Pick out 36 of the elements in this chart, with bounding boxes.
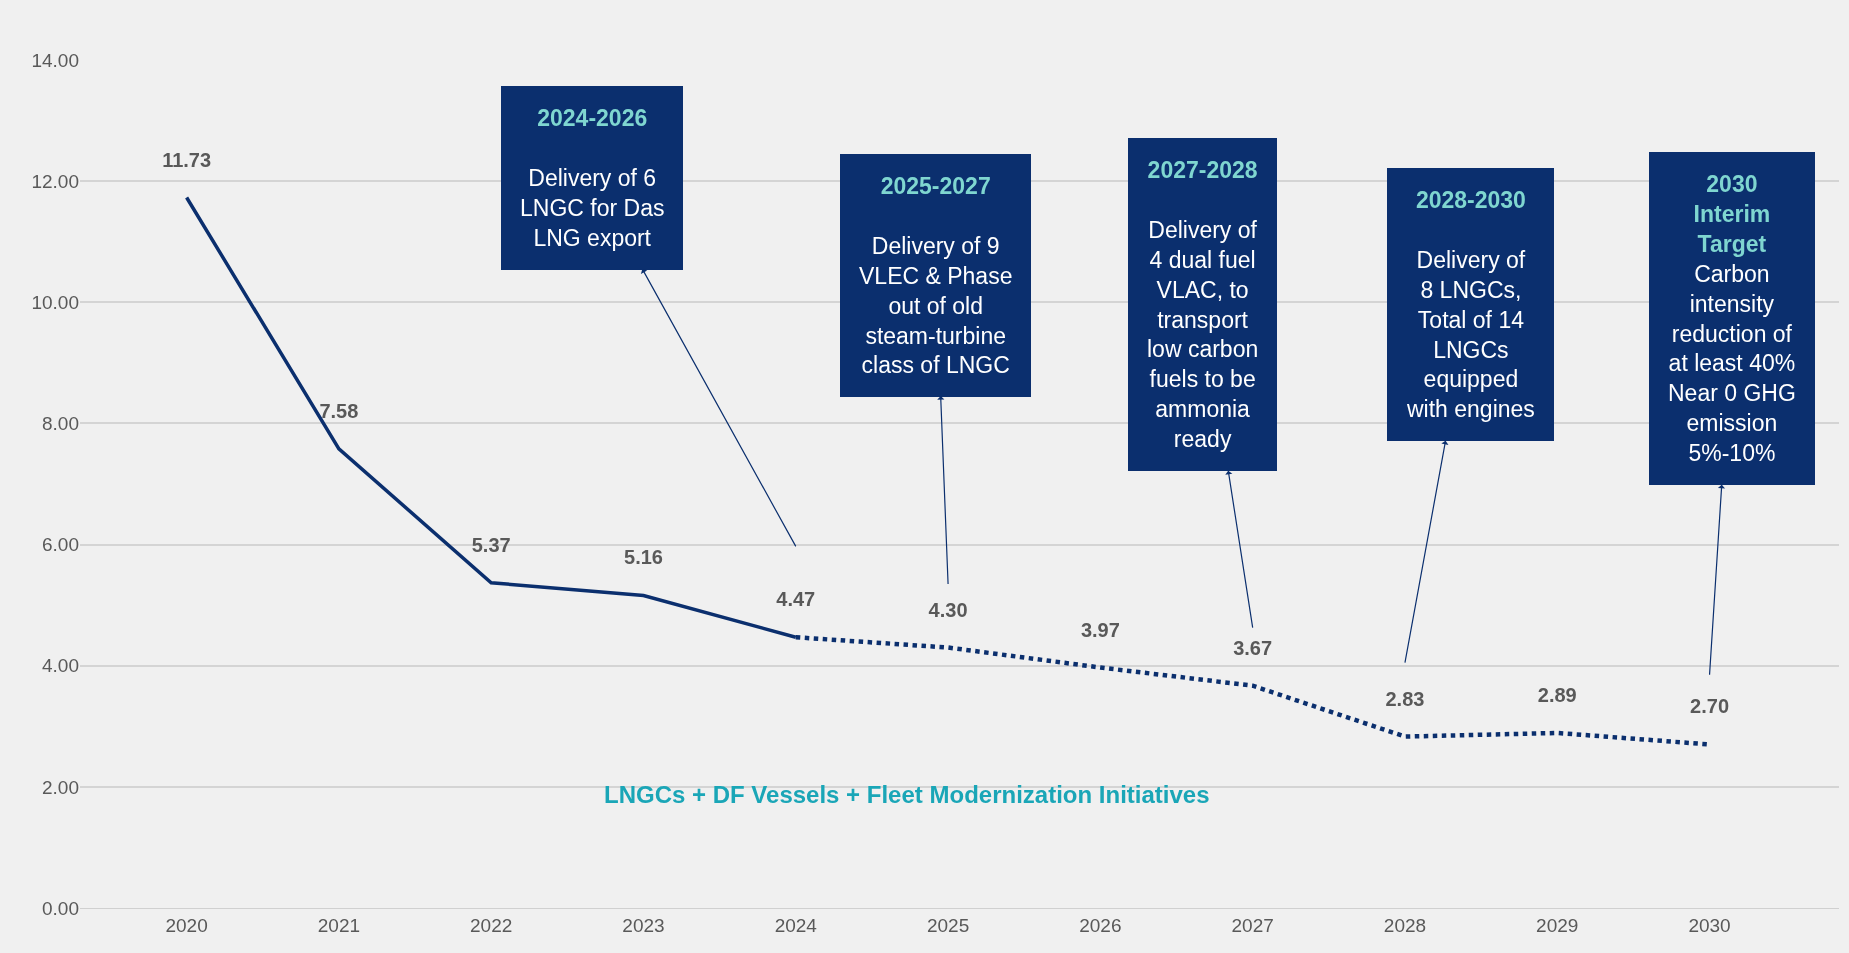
y-tick-label: 8.00 <box>42 413 79 435</box>
y-tick-label: 2.00 <box>42 776 79 798</box>
y-tick-label: 6.00 <box>42 534 79 556</box>
data-label: 2.83 <box>1385 687 1425 710</box>
x-tick-label: 2021 <box>317 914 361 936</box>
x-tick-label: 2026 <box>1079 914 1122 936</box>
x-tick-label: 2023 <box>622 914 665 936</box>
data-label: 2.70 <box>1690 695 1730 718</box>
x-tick-label: 2027 <box>1231 914 1274 936</box>
x-tick-label: 2025 <box>926 914 970 936</box>
x-tick-label: 2024 <box>774 914 818 936</box>
data-label: 3.67 <box>1233 636 1273 659</box>
text: 2024-2026 Delivery of 6 LNGC for Das LNG export <box>520 105 665 251</box>
data-label: 7.58 <box>319 399 359 422</box>
data-label: 5.16 <box>624 546 663 569</box>
y-tick-label: 4.00 <box>42 655 79 677</box>
text: 2027-2028 Delivery of 4 dual fuel VLAC, to transport low carbon fuels to be ammonia ready <box>1147 157 1259 453</box>
data-label: 11.73 <box>162 148 212 171</box>
data-label: 3.97 <box>1080 618 1120 641</box>
data-label: 4.30 <box>928 598 968 621</box>
text: 2030 Interim Target Carbon intensity reduction of at least 40% Near 0 GHG emission 5%-10% <box>1668 171 1796 467</box>
y-tick-label: 12.00 <box>31 170 79 192</box>
x-tick-label: 2029 <box>1536 914 1579 936</box>
annotation: LNGCs + DF Vessels + Fleet Modernization Initiatives <box>604 781 1210 808</box>
y-tick-label: 10.00 <box>31 291 79 313</box>
y-tick-label: 14.00 <box>31 49 79 71</box>
data-label: 2.89 <box>1537 683 1577 706</box>
text: 2028-2030 Delivery of 8 LNGCs, Total of 14 LNGCs equipped with engines <box>1407 187 1535 423</box>
data-label: 5.37 <box>471 533 511 556</box>
x-tick-label: 2022 <box>470 914 513 936</box>
text: 2025-2027 Delivery of 9 VLEC & Phase out of old steam-turbine class of LNGC <box>859 173 1013 379</box>
data-label: 4.47 <box>776 588 816 611</box>
x-tick-label: 2020 <box>165 914 208 936</box>
y-tick-label: 0.00 <box>42 897 79 919</box>
x-tick-label: 2030 <box>1688 914 1731 936</box>
x-tick-label: 2028 <box>1383 914 1427 936</box>
